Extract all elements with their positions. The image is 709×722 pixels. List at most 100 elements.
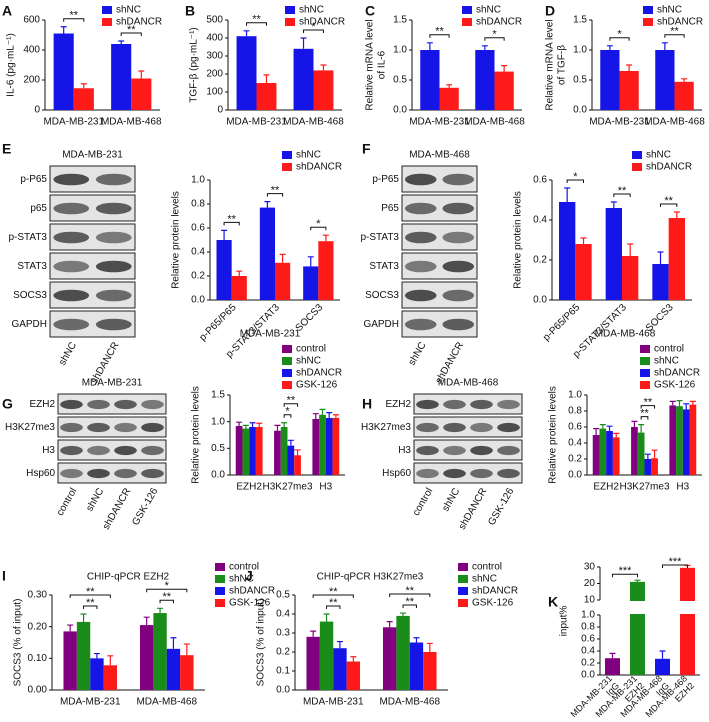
blot-band xyxy=(95,289,132,302)
legend-label: shDANCR xyxy=(657,17,703,28)
y-tick-label: 400 xyxy=(23,45,40,56)
y-tick-label: 0.8 xyxy=(191,199,205,210)
y-tick-label: 0.5 xyxy=(276,590,290,601)
error-bar xyxy=(669,400,676,406)
blot-band xyxy=(470,422,493,433)
error-bar xyxy=(249,422,256,427)
blot-strip xyxy=(57,439,167,461)
error-bar xyxy=(644,453,651,459)
bar xyxy=(63,631,77,690)
y-tick-label: 0.0 xyxy=(211,470,225,481)
bar xyxy=(612,437,620,475)
legend-label: shNC xyxy=(654,356,679,367)
blot-lane-label: control xyxy=(55,486,80,517)
error-bar xyxy=(319,408,326,415)
error-bar xyxy=(322,234,329,242)
error-bar xyxy=(350,656,357,662)
bar xyxy=(313,70,334,110)
y-tick-label: 100 xyxy=(206,87,223,98)
blot-strip xyxy=(57,462,167,484)
y-tick-label: 1.5 xyxy=(211,390,225,401)
blot-strip xyxy=(57,393,167,415)
significance-label: ** xyxy=(329,586,338,598)
error-bar xyxy=(243,30,250,37)
significance-label: ** xyxy=(640,408,649,420)
legend-swatch xyxy=(282,381,292,389)
x-tick-label: p-P65/P65 xyxy=(541,302,583,344)
significance-label: ** xyxy=(405,585,414,597)
y-axis-label: of TGF-β xyxy=(557,45,568,85)
legend-label: shDANCR xyxy=(472,586,518,597)
y-tick-label: 10 xyxy=(584,595,596,606)
legend-label: shDANCR xyxy=(296,368,342,379)
error-bar xyxy=(183,643,190,656)
significance-bracket xyxy=(609,37,630,41)
y-tick-label: 0.4 xyxy=(581,646,595,657)
significance-label: * xyxy=(573,171,578,183)
blot-band xyxy=(443,468,466,479)
blot-band xyxy=(95,318,132,331)
blot-band xyxy=(53,231,90,244)
bar xyxy=(76,621,91,690)
legend-swatch xyxy=(215,587,225,595)
bar xyxy=(303,266,319,300)
significance-label: ** xyxy=(162,591,171,603)
legend-label: shNC xyxy=(472,574,497,585)
y-axis-label: IL-6 (pg·mL⁻¹) xyxy=(6,33,17,97)
legend-swatch xyxy=(215,599,225,607)
error-bar xyxy=(236,270,243,276)
bar xyxy=(559,202,576,300)
bar xyxy=(111,44,132,110)
significance-bracket xyxy=(283,414,292,418)
error-bar xyxy=(107,655,114,666)
blot-band xyxy=(60,468,83,479)
blot-band xyxy=(443,399,466,410)
panel-letter: K xyxy=(548,594,558,610)
significance-bracket xyxy=(223,221,240,226)
blot-band xyxy=(114,445,137,456)
panel-letter: D xyxy=(545,3,555,19)
y-tick-label: 600 xyxy=(23,15,40,26)
error-bar xyxy=(426,642,433,652)
error-bar xyxy=(256,422,263,427)
legend-label: GSK-126 xyxy=(472,598,514,609)
legend-label: GSK-126 xyxy=(654,380,696,391)
significance-label: *** xyxy=(669,556,683,568)
significance-bracket xyxy=(63,18,85,22)
error-bar xyxy=(138,70,145,79)
y-tick-label: 0.0 xyxy=(581,670,595,681)
legend-swatch xyxy=(458,599,468,607)
bar xyxy=(153,613,167,690)
blot-row-label: P65 xyxy=(381,203,399,214)
error-bar xyxy=(606,45,613,50)
error-bar xyxy=(481,45,488,50)
error-bar xyxy=(673,211,680,218)
significance-bracket xyxy=(69,594,111,598)
blot-lane-label: shDANCR xyxy=(457,486,490,531)
bar xyxy=(231,276,247,300)
y-tick-label: 0.5 xyxy=(393,75,407,86)
legend-swatch xyxy=(285,18,295,26)
x-tick-label: EZH2 xyxy=(593,482,619,493)
error-bar xyxy=(326,412,333,418)
error-bar xyxy=(426,42,433,50)
significance-label: ** xyxy=(435,26,444,38)
legend-label: shNC xyxy=(299,5,324,16)
blot-band xyxy=(470,399,493,410)
significance-label: ** xyxy=(664,195,673,207)
blot-row-label: Hsp60 xyxy=(26,468,55,479)
error-bar xyxy=(626,64,633,71)
y-tick-label: 0.3 xyxy=(276,628,290,639)
blot-lane-label: shNC xyxy=(407,340,429,367)
y-tick-label: 20 xyxy=(584,578,596,589)
y-tick-label: 0.6 xyxy=(533,175,547,186)
blot-row-label: H3K27me3 xyxy=(5,422,55,433)
bar xyxy=(631,427,638,475)
legend-swatch xyxy=(643,18,653,26)
y-tick-label: 0.0 xyxy=(393,105,407,116)
blot-band xyxy=(114,399,137,410)
error-bar xyxy=(320,64,327,71)
bar xyxy=(680,567,695,675)
bar xyxy=(423,652,437,690)
legend-label: shNC xyxy=(296,356,321,367)
